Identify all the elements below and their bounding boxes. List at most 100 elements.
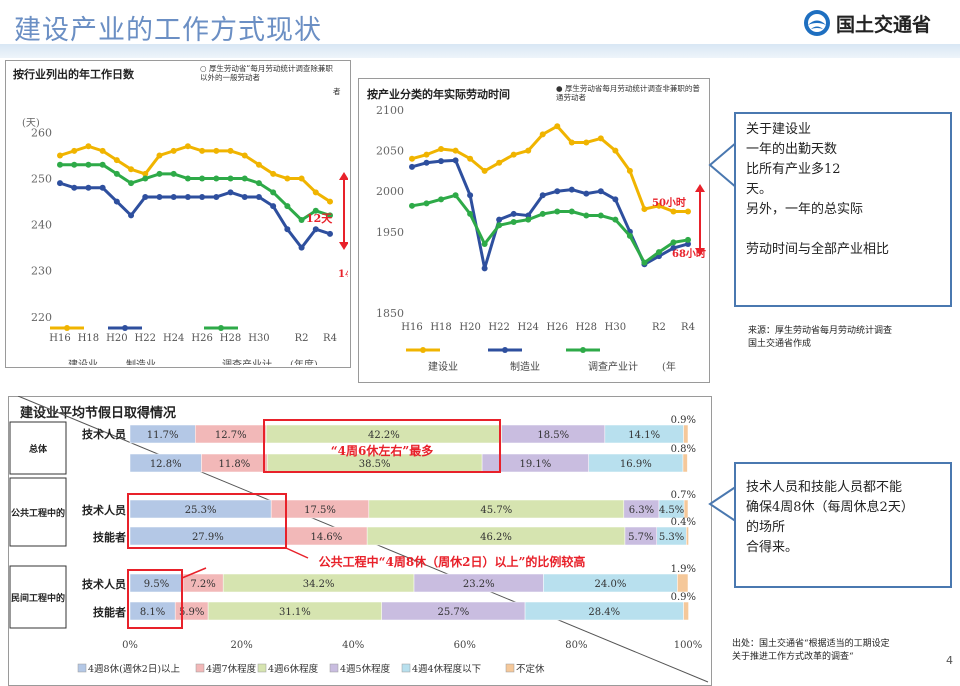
chart1-note-text: 厚生劳动省“每月劳动统计调查除兼职以外的一般劳动者 bbox=[200, 64, 333, 82]
chart1-data-point bbox=[113, 157, 120, 164]
chart2-data-point bbox=[597, 135, 604, 142]
chart3-xtick-label: 0% bbox=[122, 640, 138, 651]
callout1-line: 劳动时间与全部产业相比 bbox=[746, 242, 890, 257]
chart1-legend-marker bbox=[122, 325, 128, 331]
chart2-data-point bbox=[452, 192, 459, 199]
chart1-data-point bbox=[184, 143, 191, 150]
chart2-data-point bbox=[655, 249, 662, 256]
chart3-value-label: 4.5% bbox=[659, 505, 684, 516]
chart1-data-point bbox=[227, 147, 234, 154]
chart1-data-point bbox=[227, 175, 234, 182]
chart2-xtick-label: H18 bbox=[430, 322, 451, 333]
chart3-value-label: 6.3% bbox=[629, 505, 654, 516]
chart3-value-label: 23.2% bbox=[463, 579, 495, 590]
chart2-data-point bbox=[685, 236, 691, 243]
chart3-value-label: 38.5% bbox=[359, 459, 391, 470]
chart2-xtick-label: R2 bbox=[652, 322, 666, 333]
chart2-data-point bbox=[612, 216, 619, 223]
chart3-highlight-box-6holidays bbox=[263, 419, 501, 473]
chart1-data-point bbox=[298, 217, 305, 223]
chart2-x-unit: (年 bbox=[662, 360, 676, 373]
callout1-line: 关于建设业 bbox=[746, 122, 812, 137]
chart3-annotation-most: “4周6休左右”最多 bbox=[331, 443, 434, 458]
chart2-data-point bbox=[452, 157, 459, 164]
callout1-line bbox=[746, 220, 940, 240]
chart3-bar-segment bbox=[686, 526, 689, 546]
chart2-data-point bbox=[539, 192, 546, 199]
chart3-value-label: 25.7% bbox=[437, 607, 469, 618]
chart2-xtick-label: H16 bbox=[401, 322, 422, 333]
chart3-legend-swatch bbox=[257, 663, 267, 673]
chart2-gap-label-68h: 68小时 bbox=[672, 247, 706, 260]
chart3-value-label: 0.7% bbox=[671, 490, 696, 501]
chart1-data-point bbox=[142, 175, 149, 182]
chart1-data-point bbox=[71, 161, 78, 168]
chart2-panel bbox=[358, 78, 710, 383]
chart1-y-unit: (天) bbox=[22, 118, 40, 129]
chart2-data-point bbox=[481, 265, 488, 272]
chart1-data-point bbox=[284, 175, 291, 182]
chart1-ytick-label: 220 bbox=[31, 311, 52, 324]
chart1-data-point bbox=[128, 212, 135, 219]
chart2-data-point bbox=[554, 208, 561, 215]
chart3-title: 建设业平均节假日取得情况 bbox=[20, 406, 177, 421]
chart1-data-point bbox=[284, 203, 291, 210]
chart3-value-label: 14.6% bbox=[311, 532, 343, 543]
chart3-group-label: 公共工程中的 bbox=[11, 507, 65, 519]
chart2-legend-marker bbox=[502, 347, 508, 353]
chart3-highlight-connector bbox=[285, 547, 309, 559]
chart2-data-point bbox=[423, 151, 430, 158]
chart2-data-point bbox=[496, 216, 503, 223]
chart3-value-label: 5.7% bbox=[628, 532, 653, 543]
chart2-data-point bbox=[438, 145, 445, 152]
chart2-xtick-label: R4 bbox=[681, 322, 695, 333]
chart3-value-label: 12.7% bbox=[215, 430, 247, 441]
chart3-group-label: 民间工程中的 bbox=[11, 592, 65, 604]
chart2-xtick-label: H20 bbox=[459, 322, 480, 333]
chart2-data-point bbox=[409, 163, 415, 170]
chart1-data-point bbox=[199, 147, 206, 154]
chart2-data-point bbox=[438, 196, 445, 203]
chart3-row-label: 技能者 bbox=[93, 530, 126, 544]
chart2-data-point bbox=[626, 167, 633, 174]
chart1-data-point bbox=[71, 184, 78, 191]
callout2-line: 的场所 bbox=[746, 520, 786, 535]
chart3-row-label: 技术人员 bbox=[82, 577, 126, 591]
chart1-data-point bbox=[327, 212, 333, 219]
chart1-plot: 260 250 240 230 220 H16 H18 H20 H22 H24 H26 H28 H30 R… bbox=[22, 118, 348, 365]
chart1-data-point bbox=[327, 198, 333, 205]
chart2-data-point bbox=[568, 208, 575, 215]
chart2-title: 按产业分类的年实际劳动时间 bbox=[367, 88, 510, 101]
chart1-xtick-label: R4 bbox=[323, 333, 337, 344]
callout2-line: 技术人员和技能人员都不能 bbox=[746, 480, 903, 495]
chart2-data-point bbox=[568, 139, 575, 146]
chart1-data-point bbox=[213, 175, 220, 182]
chart3-xtick-label: 20% bbox=[230, 640, 252, 651]
chart3-xtick-label: 40% bbox=[342, 640, 364, 651]
chart3-value-label: 31.1% bbox=[279, 607, 311, 618]
chart2-data-point bbox=[583, 139, 590, 146]
chart2-data-point bbox=[525, 216, 532, 223]
chart3-value-label: 24.0% bbox=[595, 579, 627, 590]
chart3-legend-swatch bbox=[401, 663, 411, 673]
chart2-ytick-label: 1950 bbox=[376, 226, 404, 239]
chart2-legend-marker bbox=[420, 347, 426, 353]
chart1-data-point bbox=[213, 193, 220, 200]
chart2-data-point bbox=[510, 219, 517, 226]
chart3-annotation-public: 公共工程中“4周8休（周休2日）以上”的比例较高 bbox=[319, 554, 586, 569]
chart2-legend-label: 建设业 bbox=[428, 360, 458, 373]
chart3-value-label: 8.1% bbox=[140, 607, 165, 618]
chart3-value-label: 12.8% bbox=[150, 459, 182, 470]
chart2-ytick-label: 2100 bbox=[376, 104, 404, 117]
chart2-data-point bbox=[467, 192, 474, 199]
chart1-gap-arrow-down-icon bbox=[339, 242, 348, 250]
chart2-data-point bbox=[597, 188, 604, 195]
chart3-value-label: 27.9% bbox=[192, 532, 224, 543]
source-note-2: 出处：国土交通省“根据适当的工期设定 关于推进工作方式改革的调查“ bbox=[732, 638, 890, 664]
chart2-data-point bbox=[481, 167, 488, 174]
chart3-value-label: 45.7% bbox=[480, 505, 512, 516]
page-number: 4 bbox=[946, 654, 953, 667]
chart3-group-label: 总体 bbox=[29, 443, 48, 455]
chart2-note-text: 厚生劳动省每月劳动统计调查非兼职的普通劳动者 bbox=[556, 84, 700, 102]
chart1-ytick-label: 250 bbox=[31, 173, 52, 186]
